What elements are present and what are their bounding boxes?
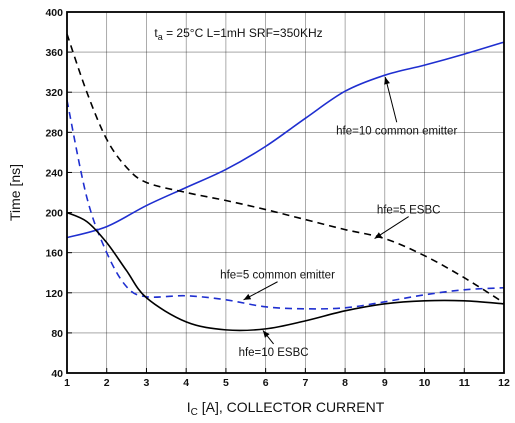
annotation-arrowhead <box>243 293 252 300</box>
test-conditions: ta = 25°C L=1mH SRF=350KHz <box>154 26 322 42</box>
series-line-3 <box>66 100 505 310</box>
plot-frame <box>66 11 505 374</box>
x-tick-label: 5 <box>223 377 229 389</box>
series-line-4 <box>66 211 505 332</box>
series-annotation-label: hfe=5 ESBC <box>377 205 441 217</box>
series-annotation-label: hfe=10 ESBC <box>239 347 309 359</box>
series-annotation-label: hfe=5 common emitter <box>220 270 335 282</box>
series-line-2 <box>66 33 505 304</box>
x-tick-label: 11 <box>459 377 470 389</box>
annotation-arrowhead <box>374 232 383 239</box>
x-tick-label: 6 <box>263 377 269 389</box>
x-tick-label: 12 <box>498 377 510 389</box>
y-tick-label: 400 <box>45 7 63 19</box>
ticks-layer: 1 2 3 4 5 6 7 8 9 10 11 124080120160200240280320360… <box>45 7 510 389</box>
y-tick-label: 200 <box>45 208 63 220</box>
y-tick-label: 320 <box>45 87 63 99</box>
annotation-arrowhead <box>262 330 270 338</box>
x-tick-label: 1 <box>64 377 70 389</box>
x-tick-label: 7 <box>302 377 308 389</box>
x-tick-label: 10 <box>419 377 431 389</box>
x-tick-label: 8 <box>342 377 348 389</box>
y-tick-label: 240 <box>45 167 63 179</box>
x-tick-label: 9 <box>382 377 388 389</box>
annotation-layer: hfe=10 common emitter hfe=5 ESBC hfe=5 com… <box>220 76 457 359</box>
y-axis-label: Time [ns] <box>7 164 23 221</box>
annotation-leader <box>384 76 398 123</box>
y-tick-label: 280 <box>45 127 63 139</box>
y-tick-label: 40 <box>51 368 63 380</box>
x-tick-label: 2 <box>104 377 110 389</box>
series-annotation-label: hfe=10 common emitter <box>336 125 457 137</box>
grid-layer <box>66 11 505 374</box>
y-tick-label: 160 <box>45 248 63 260</box>
x-tick-label: 4 <box>183 377 189 389</box>
series-line-1 <box>66 41 505 239</box>
x-axis-label: IC [A], COLLECTOR CURRENT <box>187 399 385 418</box>
y-tick-label: 360 <box>45 47 63 59</box>
annotation-arrowhead <box>384 77 390 85</box>
x-tick-label: 3 <box>144 377 150 389</box>
y-tick-label: 120 <box>45 288 63 300</box>
y-tick-label: 80 <box>51 328 63 340</box>
series-layer <box>66 33 505 332</box>
